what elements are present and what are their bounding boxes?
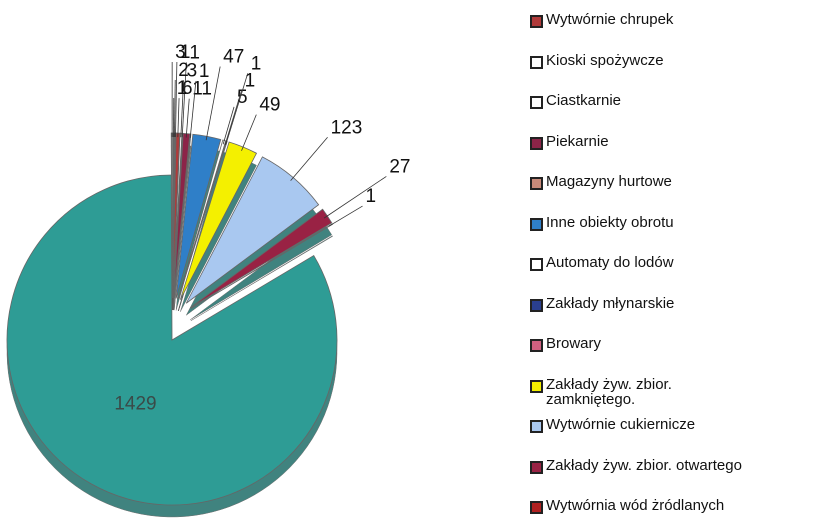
legend-swatch (530, 258, 543, 271)
data-label: 47 (223, 47, 244, 68)
legend-label: Wytwórnie cukiernicze (546, 416, 696, 433)
legend-swatch (530, 177, 543, 190)
legend-label: Inne obiekty obrotu (546, 213, 674, 231)
leader-line (180, 80, 184, 138)
legend-label: Browary (546, 335, 602, 352)
slice-side (173, 145, 192, 311)
legend-label: Kioski spożywcze (546, 51, 664, 69)
leader-line (175, 62, 178, 138)
legend-item: Browary (530, 336, 820, 352)
legend-item: Inne obiekty obrotu (530, 215, 820, 231)
data-label: 5 (237, 87, 248, 108)
legend-item: Wytwórnie cukiernicze (530, 417, 820, 433)
legend-swatch (530, 55, 543, 69)
legend-swatch (530, 15, 543, 28)
legend-swatch (530, 420, 543, 433)
legend-label: Magazyny hurtowe (546, 173, 672, 190)
data-label: 11 (192, 79, 212, 100)
data-label: 1 (251, 53, 262, 74)
legend-label: Zakłady żyw. zbior. otwartego (546, 456, 742, 474)
legend-item: Kioski spożywcze (530, 53, 820, 69)
data-label: 3 (187, 60, 198, 81)
legend-item: Wytwórnie chrupek (530, 12, 820, 28)
leader-line (328, 205, 363, 227)
legend-swatch (530, 136, 543, 150)
leader-line (224, 90, 242, 145)
legend-item: Magazyny hurtowe (530, 174, 820, 190)
slice-side (190, 235, 333, 321)
data-label: 1 (177, 78, 188, 99)
leader-line (185, 98, 190, 138)
legend-item: Zakłady żyw. zbior. zamkniętego. (530, 377, 820, 407)
leader-line (241, 114, 257, 151)
legend-item: Automaty do lodów (530, 255, 820, 271)
legend-item: Zakłady młynarskie (530, 296, 820, 312)
legend-item: Ciastkarnie (530, 93, 820, 109)
legend-label: Wytwórnie chrupek (546, 11, 674, 28)
leader-line (323, 176, 387, 219)
data-label: 49 (259, 95, 280, 116)
data-label: 123 (331, 117, 363, 138)
legend-label: Wytwórnia wód żródlanych (546, 497, 725, 514)
data-label: 1 (366, 186, 377, 207)
data-label: 1429 (114, 394, 156, 415)
legend-label: Zakłady żyw. zbior. zamkniętego. (546, 375, 672, 408)
legend-swatch (530, 217, 543, 231)
leader-line (177, 98, 180, 138)
legend-label: Zakłady młynarskie (546, 294, 675, 312)
legend-swatch (530, 96, 543, 109)
legend-label: Ciastkarnie (546, 92, 622, 109)
leader-line (174, 80, 176, 138)
legend-swatch (530, 379, 543, 393)
leader-line (290, 136, 328, 181)
legend-swatch (530, 460, 543, 474)
legend-item: Zakłady żyw. zbior. otwartego (530, 458, 820, 474)
legend-label: Automaty do lodów (546, 254, 674, 271)
leader-line (205, 66, 221, 141)
legend-swatch (530, 298, 543, 312)
data-label: 1 (245, 70, 256, 91)
legend-item: Piekarnie (530, 134, 820, 150)
slice (6, 174, 338, 506)
leader-line (181, 62, 187, 138)
data-label: 6 (182, 78, 193, 99)
legend-swatch (530, 339, 543, 352)
leader-line (225, 73, 249, 146)
data-label: 2 (178, 60, 189, 81)
legend-item: Wytwórnia wód żródlanych (530, 498, 820, 514)
leader-line (189, 81, 197, 138)
legend-label: Piekarnie (546, 132, 609, 150)
data-label: 1 (189, 42, 200, 63)
data-label: 1 (180, 42, 191, 63)
data-label: 27 (389, 156, 410, 177)
legend-swatch (530, 501, 543, 514)
leader-line (222, 106, 235, 145)
data-label: 1 (199, 61, 210, 82)
data-label: 3 (175, 42, 186, 63)
